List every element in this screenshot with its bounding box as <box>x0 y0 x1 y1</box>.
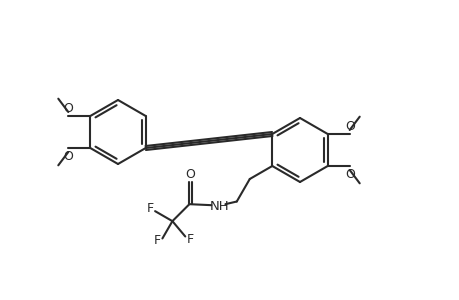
Text: O: O <box>63 101 73 115</box>
Text: O: O <box>63 149 73 163</box>
Text: NH: NH <box>209 200 229 213</box>
Text: F: F <box>146 202 153 214</box>
Text: O: O <box>344 167 354 181</box>
Text: O: O <box>344 119 354 133</box>
Text: F: F <box>153 234 161 247</box>
Text: F: F <box>186 233 193 246</box>
Text: O: O <box>185 168 195 181</box>
